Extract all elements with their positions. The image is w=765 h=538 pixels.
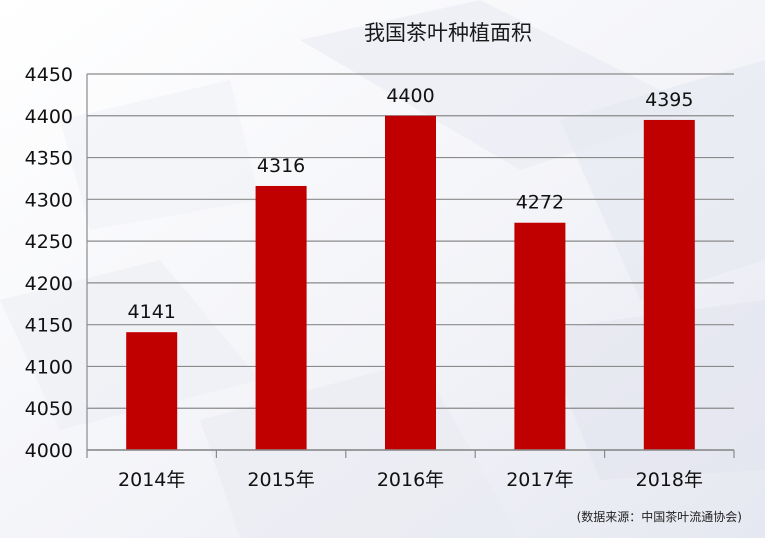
data-labels: 4141 4316 4400 4272 4395 bbox=[128, 85, 694, 323]
y-tick-label: 4050 bbox=[25, 398, 73, 420]
bar bbox=[255, 185, 307, 450]
x-tick-label: 2014年 bbox=[118, 469, 185, 491]
y-tick-label: 4300 bbox=[25, 189, 73, 211]
y-tick-label: 4250 bbox=[25, 231, 73, 253]
y-tick-label: 4400 bbox=[25, 106, 73, 128]
data-label: 4141 bbox=[128, 301, 176, 323]
data-label: 4272 bbox=[516, 192, 564, 214]
source-note: (数据来源：中国茶叶流通协会) bbox=[577, 509, 742, 524]
data-label: 4395 bbox=[645, 89, 693, 111]
bar bbox=[126, 332, 178, 450]
y-tick-label: 4000 bbox=[25, 440, 73, 462]
data-label: 4400 bbox=[386, 85, 434, 107]
chart-title: 我国茶叶种植面积 bbox=[364, 21, 532, 45]
x-axis: 2014年 2015年 2016年 2017年 2018年 bbox=[86, 449, 735, 491]
data-label: 4316 bbox=[257, 155, 305, 177]
x-tick-label: 2015年 bbox=[247, 469, 314, 491]
y-tick-label: 4350 bbox=[25, 148, 73, 170]
x-tick-label: 2018年 bbox=[636, 469, 703, 491]
x-tick-label: 2016年 bbox=[377, 469, 444, 491]
y-tick-label: 4150 bbox=[25, 315, 73, 337]
y-tick-label: 4200 bbox=[25, 273, 73, 295]
bar bbox=[385, 115, 436, 451]
bars bbox=[126, 115, 695, 451]
bar bbox=[643, 119, 695, 450]
y-tick-label: 4100 bbox=[25, 356, 73, 378]
y-axis: 4000 4050 4100 4150 4200 4250 4300 4350 4400 4450 bbox=[25, 64, 88, 462]
bar bbox=[514, 222, 566, 450]
x-tick-label: 2017年 bbox=[506, 469, 573, 491]
y-tick-label: 4450 bbox=[25, 64, 73, 86]
